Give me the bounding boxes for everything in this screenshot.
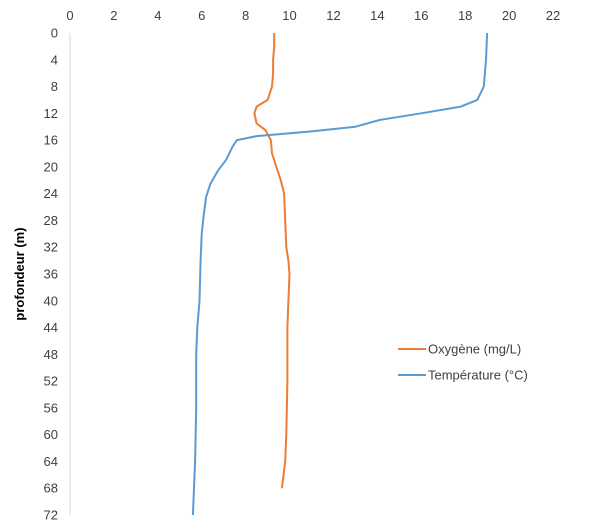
legend-label: Oxygène (mg/L) bbox=[428, 342, 521, 357]
series-layer bbox=[191, 32, 489, 516]
x-tick-label: 0 bbox=[66, 8, 73, 23]
y-tick-label: 44 bbox=[44, 320, 58, 335]
y-tick-label: 12 bbox=[44, 106, 58, 121]
y-tick-label: 0 bbox=[51, 26, 58, 41]
y-tick-label: 48 bbox=[44, 347, 58, 362]
x-tick-label: 20 bbox=[502, 8, 516, 23]
y-tick-label: 52 bbox=[44, 374, 58, 389]
x-axis-ticks: 0 2 4 6 8 10 12 14 16 18 20 22 bbox=[66, 8, 560, 23]
x-tick-label: 6 bbox=[198, 8, 205, 23]
y-axis-title: profondeur (m) bbox=[12, 227, 27, 320]
legend: Oxygène (mg/L) Température (°C) bbox=[398, 342, 528, 383]
y-tick-label: 40 bbox=[44, 293, 58, 308]
y-tick-label: 32 bbox=[44, 240, 58, 255]
y-tick-label: 20 bbox=[44, 159, 58, 174]
y-tick-label: 28 bbox=[44, 213, 58, 228]
x-tick-label: 12 bbox=[326, 8, 340, 23]
y-tick-label: 56 bbox=[44, 400, 58, 415]
x-tick-label: 14 bbox=[370, 8, 384, 23]
y-tick-label: 60 bbox=[44, 427, 58, 442]
y-tick-label: 72 bbox=[44, 508, 58, 523]
x-tick-label: 8 bbox=[242, 8, 249, 23]
y-tick-label: 36 bbox=[44, 267, 58, 282]
x-tick-label: 4 bbox=[154, 8, 161, 23]
series-line-temperature bbox=[191, 32, 489, 516]
series-line-oxygen bbox=[253, 33, 291, 489]
y-tick-label: 8 bbox=[51, 79, 58, 94]
x-tick-label: 2 bbox=[110, 8, 117, 23]
y-tick-label: 4 bbox=[51, 52, 58, 67]
legend-label: Température (°C) bbox=[428, 368, 528, 383]
x-tick-label: 10 bbox=[282, 8, 296, 23]
y-tick-label: 64 bbox=[44, 454, 58, 469]
y-tick-label: 68 bbox=[44, 481, 58, 496]
y-tick-label: 24 bbox=[44, 186, 58, 201]
x-tick-label: 18 bbox=[458, 8, 472, 23]
x-tick-label: 22 bbox=[546, 8, 560, 23]
y-tick-label: 16 bbox=[44, 133, 58, 148]
x-tick-label: 16 bbox=[414, 8, 428, 23]
